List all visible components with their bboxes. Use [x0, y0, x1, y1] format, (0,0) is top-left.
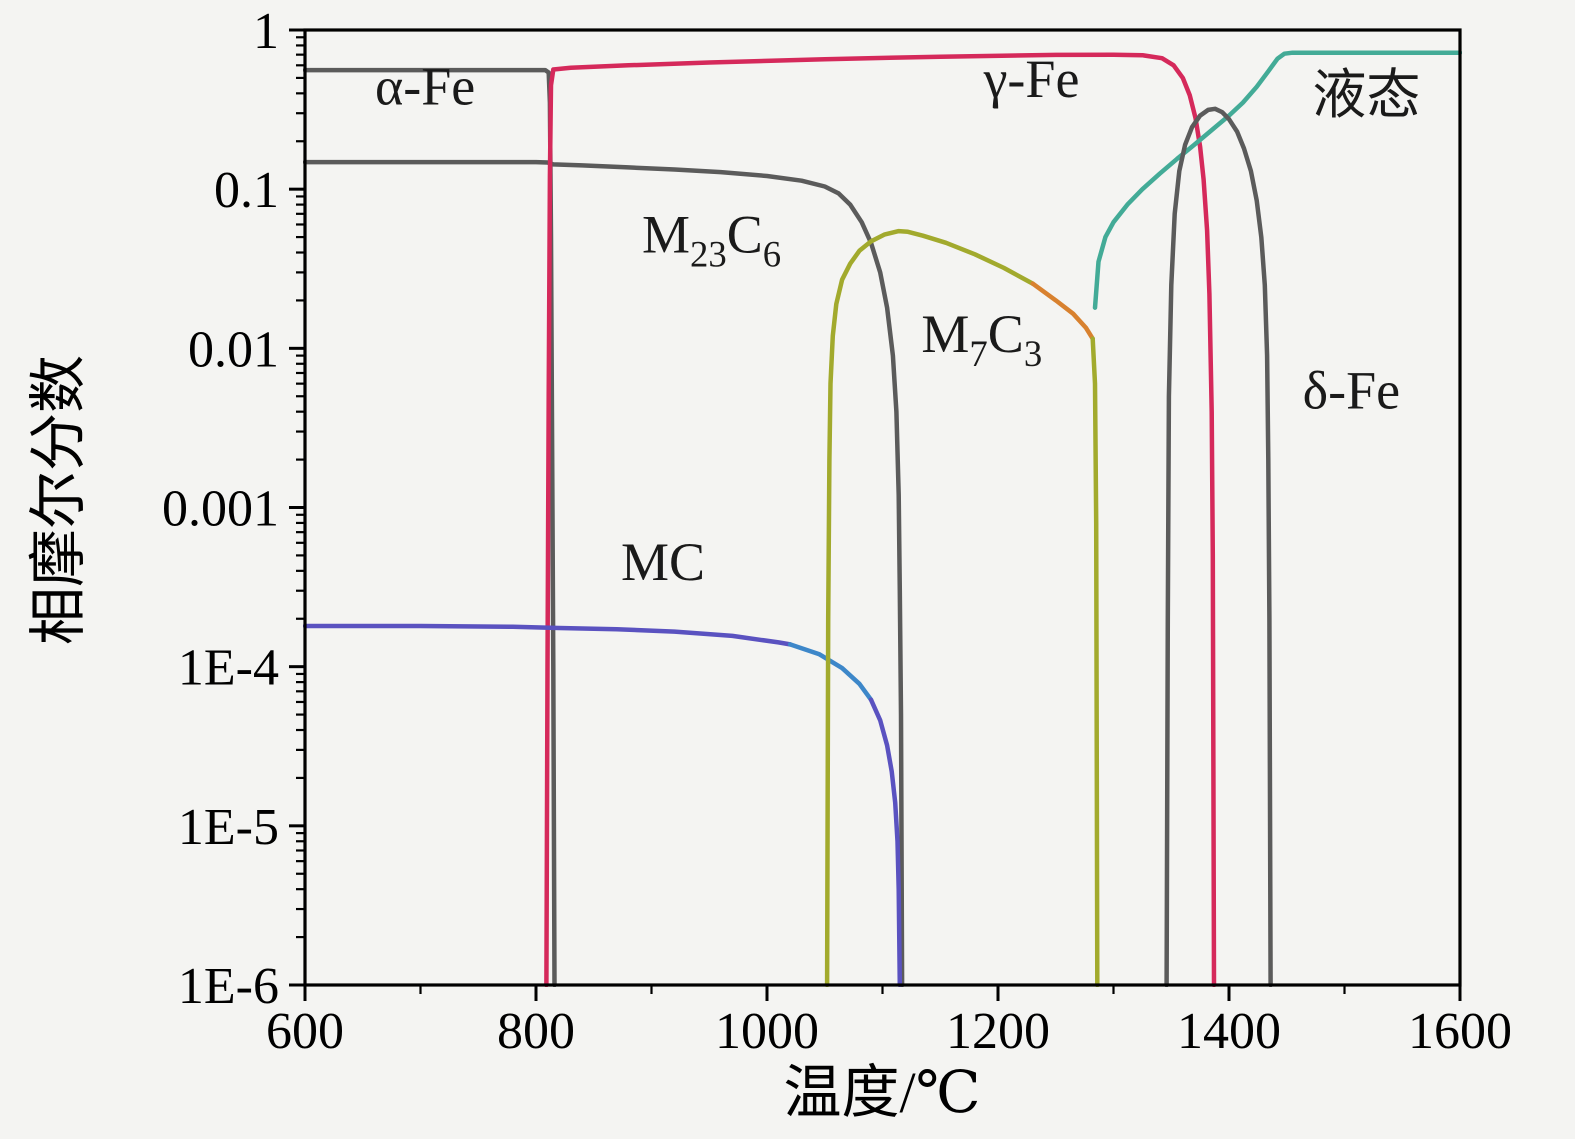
series-group: [303, 50, 1462, 987]
y-tick-label: 0.1: [214, 162, 279, 219]
y-tick-label: 0.01: [188, 321, 279, 378]
series-mc-1-curve: [303, 623, 793, 647]
y-tick-label: 1: [253, 3, 279, 60]
phase-label-mc: MC: [621, 532, 705, 592]
series-m23c6-curve: [303, 159, 905, 987]
series-mc-2-curve: [787, 642, 874, 702]
axes-group: 600 800 1000 1200 1400 1600 1 0.1 0.01 0.001 1E-4 1…: [162, 3, 1512, 1060]
phase-label-m23c6: M23C6: [642, 205, 781, 275]
series-alpha-fe-curve: [303, 67, 557, 987]
chart-root: 600 800 1000 1200 1400 1600 1 0.1 0.01 0.001 1E-4 1…: [162, 3, 1512, 1060]
x-tick-label: 1000: [715, 1003, 819, 1060]
x-tick-label: 1200: [946, 1003, 1050, 1060]
phase-label-alpha-fe: α-Fe: [375, 57, 475, 117]
x-tick-label: 1400: [1177, 1003, 1281, 1060]
series-gamma-fe-curve: [544, 52, 1217, 987]
y-tick-label: 1E-4: [178, 640, 279, 697]
series-liquid-curve: [1092, 50, 1462, 310]
y-tick-label: 1E-6: [178, 958, 279, 1015]
x-tick-label: 800: [497, 1003, 575, 1060]
y-tick-label: 1E-5: [178, 799, 279, 856]
x-tick-label: 1600: [1408, 1003, 1512, 1060]
phase-label-delta-fe: δ-Fe: [1303, 360, 1400, 420]
phase-label-liquid: 液态: [1312, 65, 1420, 125]
plot-frame: [303, 28, 1462, 987]
x-tick-label: 600: [266, 1003, 344, 1060]
phase-label-gamma-fe: γ-Fe: [983, 49, 1080, 109]
series-m7c3-2-curve: [1030, 281, 1095, 341]
y-tick-label: 0.001: [162, 481, 279, 538]
x-axis-title: 温度/℃: [784, 1060, 981, 1125]
phase-label-m7c3: M7C3: [921, 304, 1042, 374]
y-axis-title: 相摩尔分数: [26, 355, 91, 645]
series-delta-fe-curve: [1164, 106, 1273, 987]
series-m7c3-1-curve: [824, 228, 1035, 987]
series-m7c3-3-curve: [1090, 336, 1100, 987]
series-mc-3-curve: [868, 697, 903, 987]
